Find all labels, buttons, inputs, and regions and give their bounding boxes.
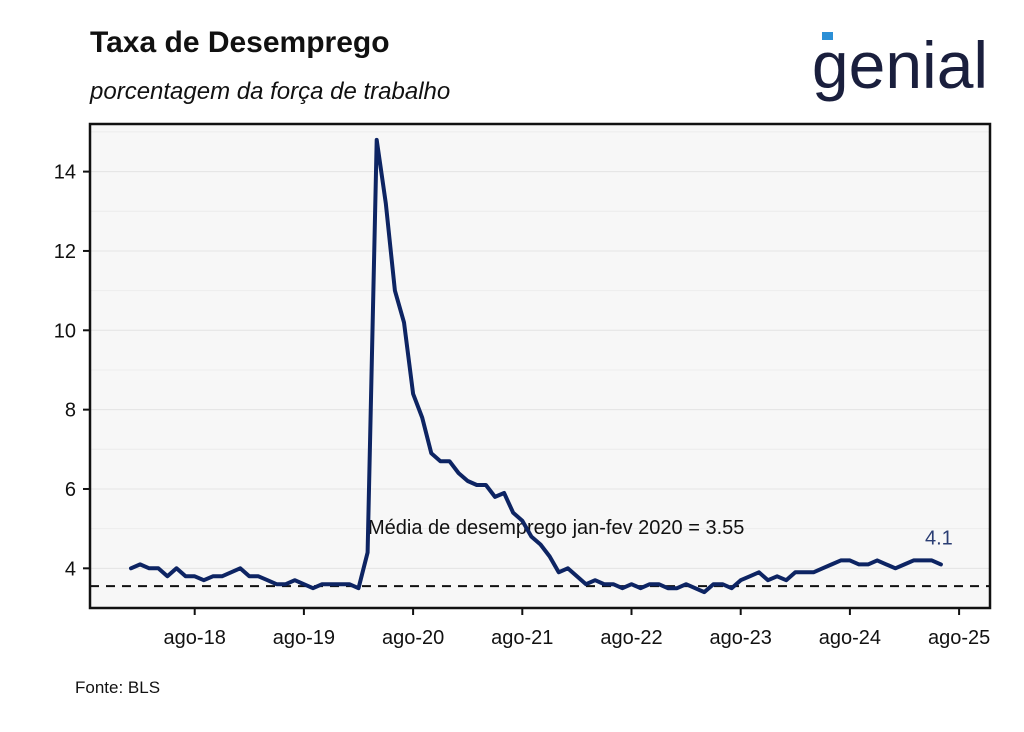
y-axis: 4 6 8 10 12 14 xyxy=(54,162,90,580)
y-tick-label: 12 xyxy=(54,241,76,263)
y-tick-label: 6 xyxy=(65,479,76,501)
source-note: Fonte: BLS xyxy=(75,678,161,697)
chart-title: Taxa de Desemprego xyxy=(90,26,390,59)
x-tick-label: ago-18 xyxy=(164,627,226,649)
x-tick-label: ago-19 xyxy=(273,627,335,649)
last-value-label: 4.1 xyxy=(925,527,953,549)
x-axis: ago-18 ago-19 ago-20 ago-21 ago-22 ago-23 ago-… xyxy=(164,608,990,649)
logo-wordmark: genial xyxy=(812,30,988,102)
plot-border xyxy=(88,122,992,610)
x-tick-label: ago-22 xyxy=(600,627,662,649)
x-tick-label: ago-21 xyxy=(491,627,553,649)
series-line xyxy=(129,137,943,595)
genial-logo: genial xyxy=(812,30,988,102)
x-tick-label: ago-23 xyxy=(710,627,772,649)
chart-subtitle: porcentagem da força de trabalho xyxy=(90,78,451,105)
x-tick-label: ago-25 xyxy=(928,627,990,649)
reference-line-label: Média de desemprego jan-fev 2020 = 3.55 xyxy=(368,517,744,539)
y-tick-label: 8 xyxy=(65,400,76,422)
y-tick-label: 4 xyxy=(65,558,76,580)
y-tick-label: 14 xyxy=(54,162,76,184)
y-tick-label: 10 xyxy=(54,320,76,342)
x-tick-label: ago-24 xyxy=(819,627,881,649)
plot-background xyxy=(90,124,990,608)
x-tick-label: ago-20 xyxy=(382,627,444,649)
